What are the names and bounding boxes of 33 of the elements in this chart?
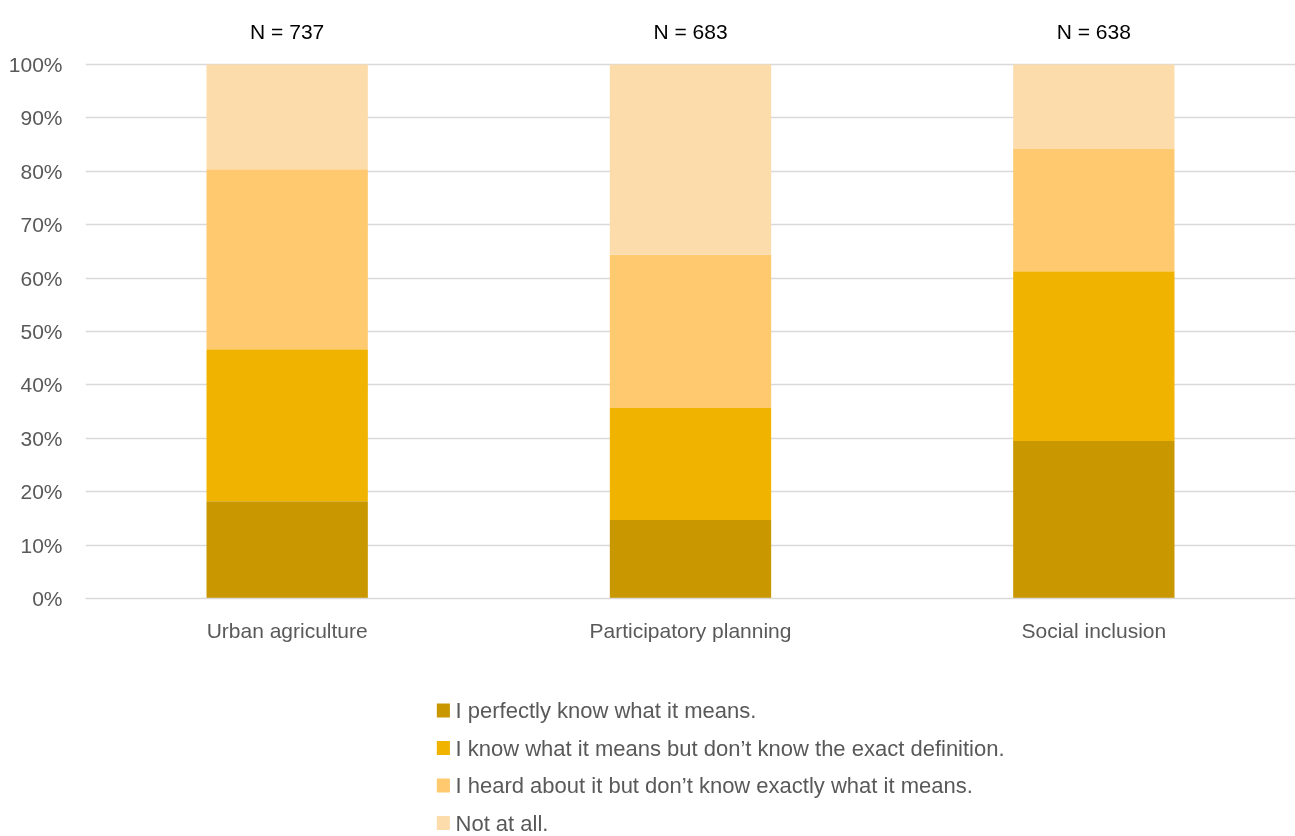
x-tick-label: Social inclusion xyxy=(1021,618,1167,642)
y-tick-label: 40% xyxy=(20,373,63,397)
y-tick-label: 100% xyxy=(8,53,63,77)
x-tick-label: Participatory planning xyxy=(589,618,792,642)
bar xyxy=(1013,440,1175,599)
annotation: N = 638 xyxy=(1056,19,1131,43)
legend-label: Not at all. xyxy=(455,810,549,836)
bar xyxy=(206,169,368,350)
bar xyxy=(609,520,772,599)
y-tick-label: 80% xyxy=(20,159,63,183)
annotation: N = 737 xyxy=(250,19,325,43)
y-tick-label: 90% xyxy=(20,106,63,130)
y-tick-label: 70% xyxy=(20,213,63,237)
y-tick-label: 20% xyxy=(20,480,63,504)
bar xyxy=(609,64,772,255)
bar xyxy=(1013,64,1175,149)
y-tick-label: 50% xyxy=(20,320,63,344)
bar xyxy=(206,349,368,502)
x-tick-label: Urban agriculture xyxy=(206,618,368,642)
legend-label: I heard about it but don’t know exactly what it means. xyxy=(455,773,973,798)
legend-label: I perfectly know what it means. xyxy=(455,698,757,723)
y-tick-label: 60% xyxy=(20,266,63,290)
bar xyxy=(206,64,368,170)
annotation: N = 683 xyxy=(653,19,728,43)
y-tick-label: 10% xyxy=(20,533,63,557)
y-tick-label: 0% xyxy=(32,587,63,610)
legend-label: I know what it means but don’t know the exact definition. xyxy=(455,735,1005,761)
bar xyxy=(609,407,772,521)
bar xyxy=(609,254,772,408)
bar xyxy=(206,501,368,599)
y-tick-label: 30% xyxy=(20,426,63,450)
bar xyxy=(1013,148,1175,272)
bar xyxy=(1013,271,1175,441)
